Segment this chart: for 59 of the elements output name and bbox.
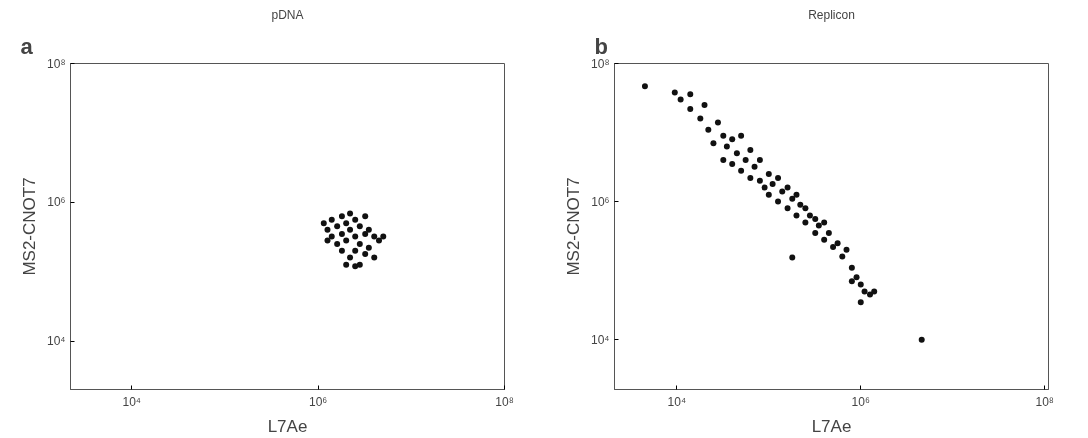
point — [761, 184, 768, 191]
text: b — [594, 33, 608, 59]
y-axis-title: MS2-CNOT7 — [564, 177, 583, 276]
point — [853, 274, 860, 281]
point — [756, 177, 763, 184]
point — [710, 140, 717, 147]
chart-title: Replicon — [808, 7, 855, 22]
y-tick-label: 10⁸ — [47, 56, 66, 71]
point — [821, 236, 828, 243]
y-tick-label: 10⁶ — [591, 194, 610, 209]
point — [747, 146, 754, 153]
x-tick-label: 10⁸ — [1035, 394, 1054, 409]
point — [775, 198, 782, 205]
point — [779, 188, 786, 195]
text: a — [20, 33, 34, 59]
point — [843, 246, 850, 253]
point — [861, 288, 868, 295]
y-tick-label: 10⁸ — [591, 56, 610, 71]
point — [793, 212, 800, 219]
x-tick-label: 10⁸ — [495, 394, 514, 409]
point — [751, 163, 758, 170]
point — [720, 157, 727, 164]
x-axis-title: L7Ae — [811, 416, 852, 436]
point — [857, 299, 864, 306]
point — [825, 230, 832, 237]
chart-title: pDNA — [271, 7, 304, 22]
point — [733, 150, 740, 157]
point — [839, 253, 846, 260]
y-axis-title: MS2-CNOT7 — [20, 177, 39, 276]
point — [866, 291, 873, 298]
point — [812, 230, 819, 237]
point — [797, 201, 804, 208]
point — [765, 191, 772, 198]
y-tick-label: 10⁴ — [47, 334, 66, 349]
point — [765, 171, 772, 178]
point — [756, 157, 763, 164]
x-tick-label: 10⁴ — [122, 394, 142, 409]
point — [802, 219, 809, 226]
y-tick-label: 10⁶ — [47, 195, 66, 210]
point — [775, 174, 782, 181]
point — [714, 119, 721, 126]
point — [742, 157, 749, 164]
x-tick-label: 10⁶ — [851, 394, 870, 409]
point — [784, 205, 791, 212]
point — [806, 212, 813, 219]
point — [705, 126, 712, 133]
point — [723, 143, 730, 150]
point — [769, 180, 776, 187]
point — [784, 184, 791, 191]
point — [830, 244, 837, 250]
point — [848, 278, 855, 285]
point — [857, 281, 864, 288]
point — [789, 195, 796, 202]
x-tick-label: 10⁴ — [667, 394, 687, 409]
point — [738, 167, 745, 174]
x-axis-title: L7Ae — [267, 416, 308, 436]
y-tick-label: 10⁴ — [591, 332, 610, 347]
x-tick-label: 10⁶ — [308, 394, 328, 409]
point — [729, 161, 736, 168]
